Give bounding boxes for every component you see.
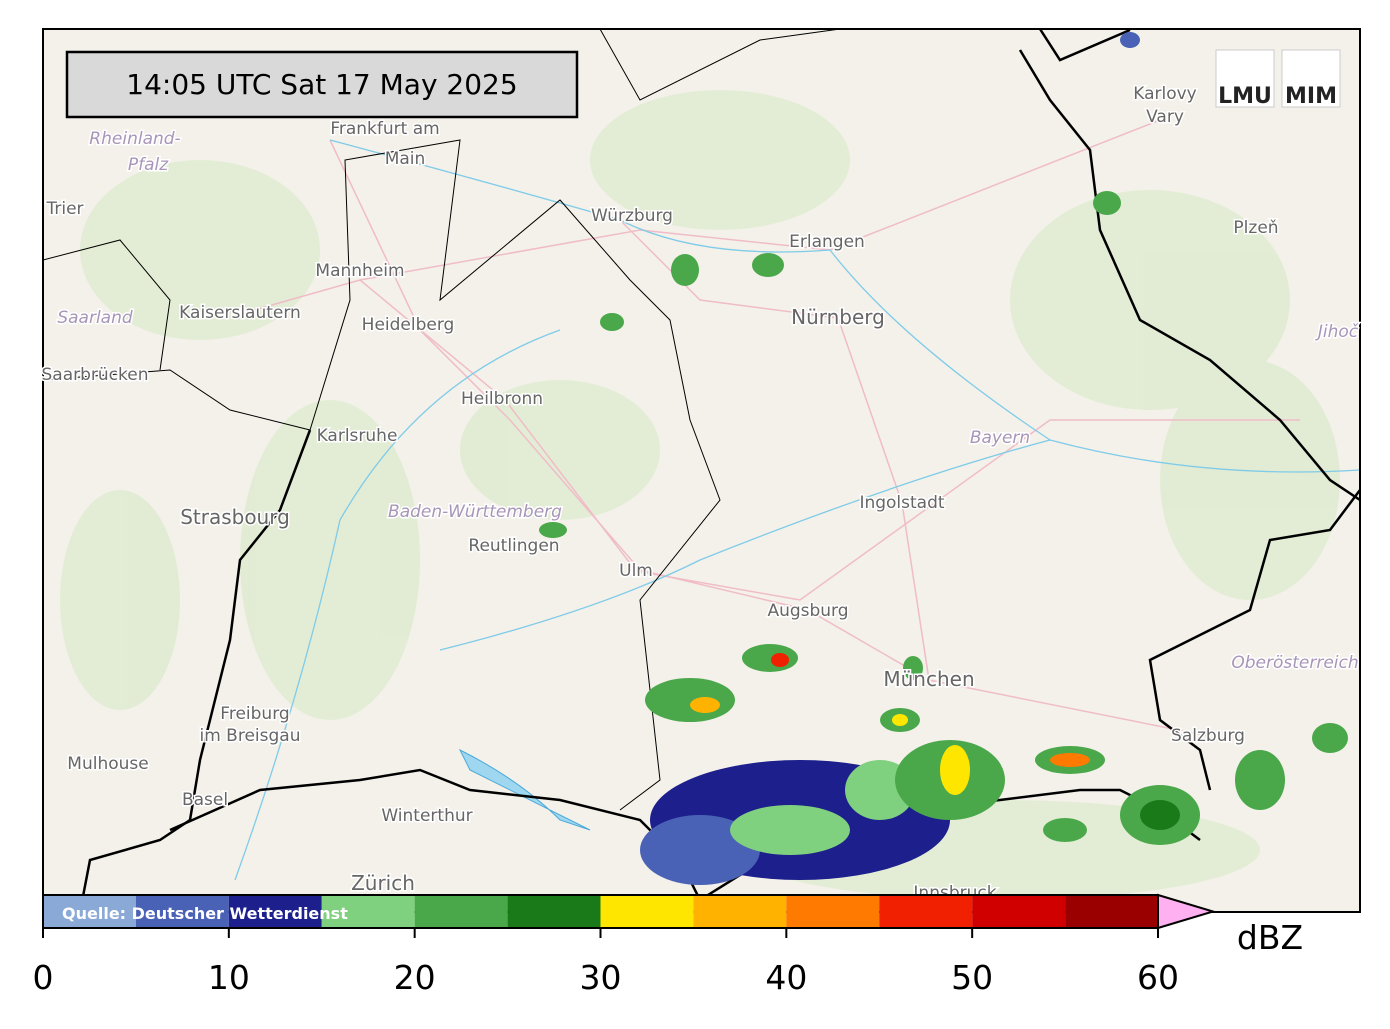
place-label: Winterthur (381, 806, 472, 826)
place-label: Vary (1146, 107, 1184, 127)
place-label: Mulhouse (67, 754, 148, 774)
place-label: Karlsruhe (317, 426, 398, 446)
place-label: Nürnberg (791, 305, 885, 329)
colorbar-segment (879, 895, 973, 928)
tick-label: 0 (33, 958, 54, 997)
place-label: Salzburg (1171, 726, 1245, 746)
place-label: Rheinland- (89, 129, 180, 149)
colorbar-segment (786, 895, 880, 928)
tick-label: 50 (951, 958, 993, 997)
colorbar-segment (135, 895, 229, 928)
colorbar-segment (321, 895, 415, 928)
logo-box (1281, 49, 1341, 108)
map-background (43, 29, 1360, 912)
place-label: München (883, 667, 974, 691)
place-label: Augsburg (767, 601, 848, 621)
logos: LMU MIM (1215, 49, 1341, 109)
place-label: Main (385, 149, 426, 169)
place-label: Heidelberg (362, 315, 455, 335)
colorbar-segment (43, 895, 136, 928)
colorbar-segment (414, 895, 508, 928)
place-label: Freiburg (220, 704, 289, 724)
radar-echoes (539, 32, 1348, 885)
tick-label: 20 (394, 958, 436, 997)
place-label: Basel (182, 790, 228, 810)
colorbar-segment (507, 895, 601, 928)
colorbar-segment (972, 895, 1066, 928)
place-label: Ingolstadt (859, 493, 944, 513)
place-label: Heilbronn (461, 389, 543, 409)
place-label: Ulm (619, 561, 653, 581)
place-label: Strasbourg (180, 505, 290, 529)
timestamp-box (65, 50, 579, 119)
place-labels: Frankfurt am Main Rheinland- Pfalz Trier Mann… (40, 83, 1360, 905)
timestamp: 14:05 UTC Sat 17 May 2025 (126, 68, 517, 101)
place-label: Jihoč (1315, 322, 1359, 342)
place-label: Würzburg (591, 206, 673, 226)
place-label: Mannheim (315, 261, 404, 281)
logo-text: LMU (1218, 84, 1272, 109)
place-label: Frankfurt am (330, 119, 439, 139)
place-label: Pfalz (128, 155, 169, 175)
source-label: Quelle: Deutscher Wetterdienst (62, 904, 348, 923)
place-label: Bayern (970, 428, 1030, 448)
tick-label: 10 (208, 958, 250, 997)
logo-box (1215, 49, 1275, 108)
place-label: Saarbrücken (42, 365, 149, 385)
colorbar-segment (600, 895, 694, 928)
tick-label: 30 (580, 958, 622, 997)
colorbar-segment (228, 895, 322, 928)
place-label: Erlangen (789, 232, 865, 252)
place-label: im Breisgau (200, 726, 301, 746)
place-label: Kaiserslautern (179, 303, 301, 323)
place-label: Plzeň (1233, 218, 1278, 238)
place-label: Baden-Württemberg (388, 502, 562, 522)
place-label: Reutlingen (468, 536, 559, 556)
tick-label: 60 (1137, 958, 1179, 997)
colorbar-segment (1065, 895, 1158, 928)
place-label: Karlovy (1133, 84, 1197, 104)
colorbar-segment (693, 895, 787, 928)
place-label: Saarland (57, 308, 133, 328)
place-label: Oberösterreich (1231, 653, 1358, 673)
unit-label: dBZ (1237, 918, 1303, 957)
logo-text: MIM (1285, 84, 1337, 109)
place-label: Zürich (351, 871, 415, 895)
colorbar: Quelle: Deutscher Wetterdienst 0 10 20 30 40 5… (33, 893, 1303, 997)
place-label: Trier (45, 199, 83, 219)
tick-label: 40 (765, 958, 807, 997)
